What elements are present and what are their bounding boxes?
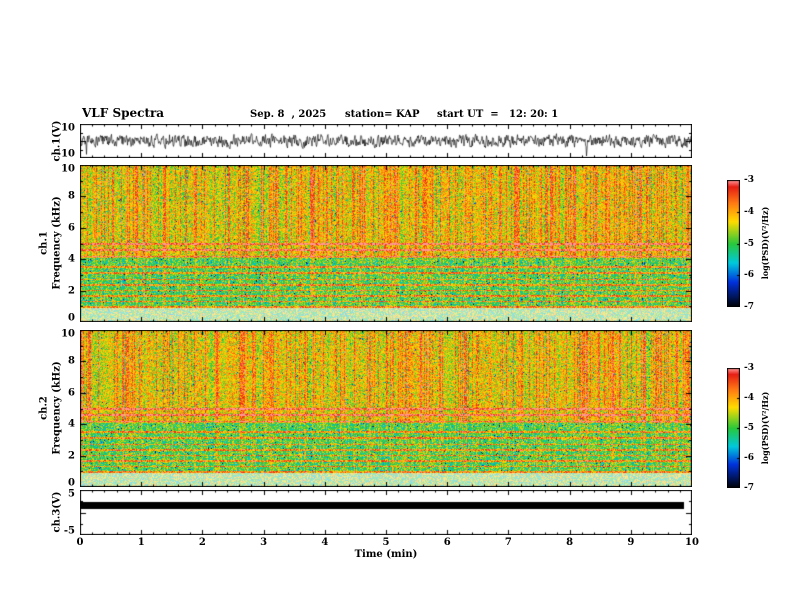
x-tick-label: 2: [198, 537, 206, 548]
y-tick-label: 10: [61, 328, 75, 340]
x-tick-label: 5: [382, 537, 390, 548]
x-tick-label: 1: [137, 537, 145, 548]
ch2-channel-axis-label: ch.2: [38, 396, 50, 420]
y-tick-label: 2: [68, 285, 75, 297]
y-tick-label: 0: [68, 312, 75, 324]
y-tick-label: 6: [68, 222, 75, 234]
y-tick-label: -10: [56, 148, 75, 160]
colorbar-tick-label: -4: [744, 206, 754, 217]
x-tick-label: 3: [260, 537, 268, 548]
x-tick-label: 7: [504, 537, 512, 548]
y-tick-label: 10: [61, 122, 75, 134]
colorbar-2: [727, 368, 740, 488]
colorbar-2-label: log(PSD)(V²/Hz): [760, 391, 770, 465]
x-tick-label: 6: [443, 537, 451, 548]
x-tick-label: 9: [627, 537, 635, 548]
ch2-frequency-axis-label: Frequency (kHz): [51, 361, 63, 455]
y-tick-label: 0: [68, 477, 75, 489]
x-tick-label: 0: [76, 537, 84, 548]
colorbar-tick-label: -4: [744, 393, 754, 403]
y-tick-label: 8: [68, 190, 75, 202]
colorbar-tick-label: -5: [744, 423, 754, 433]
ch2-spectrogram-panel: [80, 330, 692, 487]
header-start-ut: start UT = 12: 20: 1: [437, 109, 559, 120]
colorbar-tick-label: -7: [744, 302, 754, 312]
colorbar-1-label: log(PSD)(V²/Hz): [760, 206, 770, 280]
colorbar-tick-label: -6: [744, 270, 754, 281]
y-tick-label: 4: [68, 253, 75, 265]
ch1-waveform-panel: [80, 124, 692, 158]
y-tick-label: 4: [68, 418, 75, 430]
colorbar-tick-label: -5: [744, 238, 754, 249]
x-tick-label: 8: [566, 537, 574, 548]
colorbar-tick-label: -7: [744, 483, 754, 493]
x-tick-label: 4: [321, 537, 329, 548]
x-tick-label: 10: [685, 537, 699, 548]
figure-title: VLF Spectra: [82, 106, 165, 120]
ch3-waveform-panel: [80, 490, 692, 535]
ch1-frequency-axis-label: Frequency (kHz): [51, 196, 63, 290]
ch3-voltage-axis-label: ch.3(V): [51, 491, 63, 533]
y-tick-label: -5: [63, 525, 75, 537]
header-station: station= KAP: [345, 109, 420, 120]
y-tick-label: 8: [68, 355, 75, 367]
y-tick-label: 10: [61, 163, 75, 175]
y-tick-label: 2: [68, 450, 75, 462]
ch1-channel-axis-label: ch.1: [38, 231, 50, 255]
header-date: Sep. 8 , 2025: [250, 109, 327, 120]
ch1-spectrogram-panel: [80, 165, 692, 322]
y-tick-label: 5: [68, 488, 75, 500]
colorbar-tick-label: -3: [744, 363, 754, 373]
colorbar-1: [727, 180, 740, 307]
y-tick-label: 6: [68, 387, 75, 399]
colorbar-tick-label: -6: [744, 453, 754, 463]
colorbar-tick-label: -3: [744, 175, 754, 185]
x-axis-label: Time (min): [354, 549, 418, 560]
